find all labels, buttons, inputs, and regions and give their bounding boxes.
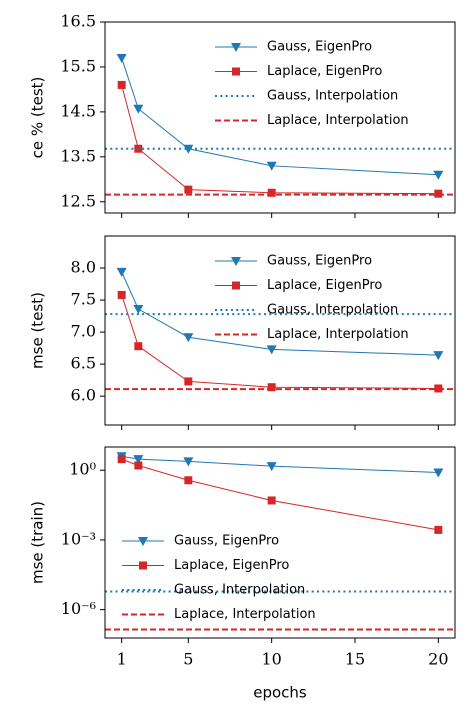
legend-label: Laplace, Interpolation — [267, 327, 409, 342]
marker — [183, 144, 194, 154]
legend-label: Laplace, Interpolation — [267, 113, 409, 128]
marker — [266, 161, 277, 171]
marker — [138, 537, 148, 546]
marker — [267, 496, 276, 505]
legend-label: Gauss, EigenPro — [267, 40, 372, 55]
y-tick-label: 14.5 — [60, 101, 96, 120]
y-tick-label: 16.5 — [60, 12, 96, 31]
legend-label: Laplace, Interpolation — [174, 607, 316, 622]
x-tick-label: 20 — [428, 650, 448, 669]
marker — [434, 525, 443, 534]
legend-label: Gauss, EigenPro — [267, 254, 372, 269]
series-line — [121, 458, 439, 531]
y-axis-label: mse (train) — [29, 501, 47, 584]
marker — [433, 351, 444, 361]
marker — [133, 455, 144, 465]
y-tick-label: 13.5 — [60, 146, 96, 165]
marker — [433, 468, 444, 478]
marker — [232, 67, 240, 76]
marker — [266, 345, 277, 355]
marker — [117, 455, 126, 464]
marker — [232, 281, 240, 290]
plot-frame — [104, 235, 456, 426]
x-tick-label: 15 — [345, 650, 365, 669]
marker — [231, 257, 241, 266]
y-axis-label: ce % (test) — [29, 77, 47, 159]
marker — [117, 290, 126, 299]
marker — [267, 383, 276, 392]
marker — [184, 185, 193, 194]
x-axis-label: epochs — [253, 684, 307, 702]
marker — [184, 377, 193, 386]
marker — [184, 476, 193, 485]
legend-label: Laplace, EigenPro — [267, 64, 382, 79]
y-tick-label: 12.5 — [60, 191, 96, 210]
y-tick-label: 8.0 — [71, 258, 96, 277]
y-tick-label: 6.5 — [71, 354, 96, 373]
legend-label: Laplace, EigenPro — [267, 278, 382, 293]
y-tick-label: 7.5 — [71, 290, 96, 309]
x-tick-label: 1 — [117, 650, 127, 669]
marker — [116, 267, 127, 277]
marker — [267, 188, 276, 197]
marker — [133, 305, 144, 315]
y-axis-label: mse (test) — [29, 292, 47, 369]
y-tick-label: 10⁰ — [69, 460, 96, 479]
marker — [134, 461, 143, 470]
y-tick-label: 15.5 — [60, 56, 96, 75]
x-tick-label: 5 — [183, 650, 193, 669]
plot-frame — [104, 21, 456, 214]
marker — [231, 43, 241, 52]
y-tick-label: 6.0 — [71, 386, 96, 405]
legend-label: Gauss, EigenPro — [174, 534, 279, 549]
legend-label: Laplace, EigenPro — [174, 558, 289, 573]
legend-label: Gauss, Interpolation — [267, 303, 398, 318]
legend-label: Gauss, Interpolation — [174, 583, 305, 598]
series-line — [121, 455, 439, 473]
marker — [134, 342, 143, 351]
marker — [266, 462, 277, 472]
plot-frame — [104, 446, 456, 639]
y-tick-label: 10⁻³ — [61, 529, 96, 548]
y-tick-label: 10⁻⁶ — [61, 599, 96, 618]
x-tick-label: 10 — [261, 650, 281, 669]
marker — [116, 53, 127, 63]
marker — [139, 561, 147, 570]
marker — [133, 104, 144, 114]
marker — [183, 457, 194, 467]
marker — [117, 80, 126, 89]
legend-label: Gauss, Interpolation — [267, 89, 398, 104]
marker — [433, 170, 444, 180]
marker — [183, 333, 194, 343]
y-tick-label: 7.0 — [71, 322, 96, 341]
